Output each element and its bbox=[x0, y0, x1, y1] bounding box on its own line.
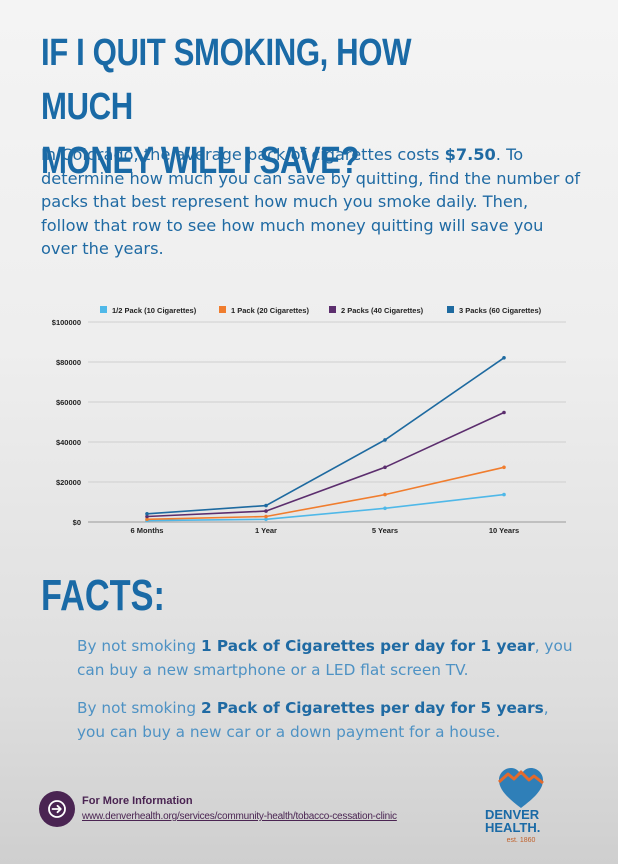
legend-label: 3 Packs (60 Cigarettes) bbox=[459, 306, 542, 315]
chart-legend: 1/2 Pack (10 Cigarettes) 1 Pack (20 Cigar… bbox=[100, 306, 542, 315]
data-point bbox=[502, 492, 506, 497]
intro-price: $7.50 bbox=[444, 145, 496, 164]
y-tick-label: $100000 bbox=[52, 318, 81, 327]
intro-text-before: In Colorado, the average pack of cigaret… bbox=[41, 145, 445, 164]
logo-line-2: HEALTH. bbox=[485, 820, 541, 835]
title-line-1: IF I QUIT SMOKING, HOW MUCH bbox=[41, 32, 412, 128]
x-tick-label: 1 Year bbox=[255, 526, 277, 535]
series-line bbox=[146, 493, 505, 522]
logo-established: est. 1860 bbox=[506, 837, 536, 844]
series-line bbox=[146, 357, 505, 515]
y-tick-label: $20000 bbox=[56, 478, 81, 487]
title-line-2: MONEY WILL I SAVE? bbox=[41, 140, 360, 182]
data-point bbox=[145, 514, 149, 519]
chart-x-axis: 6 Months 1 Year 5 Years 10 Years bbox=[131, 526, 520, 535]
data-point bbox=[383, 438, 387, 442]
data-point bbox=[145, 512, 149, 516]
logo-line-1: DENVER bbox=[485, 807, 540, 822]
intro-text-after: . To determine how much you can save by … bbox=[41, 145, 581, 258]
x-tick-label: 5 Years bbox=[372, 526, 398, 535]
page-title: IF I QUIT SMOKING, HOW MUCH MONEY WILL I… bbox=[41, 26, 500, 188]
fact-2-before: By not smoking bbox=[77, 699, 201, 717]
data-point bbox=[264, 514, 268, 519]
fact-1: By not smoking 1 Pack of Cigarettes per … bbox=[77, 635, 577, 682]
y-tick-label: $40000 bbox=[56, 438, 81, 447]
chart-y-axis: $0 $20000 $40000 $60000 $80000 $100000 bbox=[52, 318, 81, 527]
data-point bbox=[383, 506, 387, 511]
fact-2-bold: 2 Pack of Cigarettes per day for 5 years bbox=[200, 699, 544, 717]
data-point bbox=[502, 465, 506, 470]
data-point bbox=[264, 509, 268, 513]
facts-heading: FACTS: bbox=[41, 571, 165, 620]
arrow-right-icon[interactable] bbox=[39, 791, 75, 827]
series-line bbox=[146, 411, 505, 518]
fact-2: By not smoking 2 Pack of Cigarettes per … bbox=[77, 697, 577, 744]
legend-label: 2 Packs (40 Cigarettes) bbox=[341, 306, 424, 315]
fact-1-before: By not smoking bbox=[77, 637, 201, 655]
intro-paragraph: In Colorado, the average pack of cigaret… bbox=[41, 143, 581, 261]
x-tick-label: 10 Years bbox=[489, 526, 519, 535]
denver-health-logo-icon bbox=[498, 768, 544, 808]
data-point bbox=[383, 492, 387, 497]
y-tick-label: $60000 bbox=[56, 398, 81, 407]
legend-label: 1 Pack (20 Cigarettes) bbox=[231, 306, 309, 315]
y-tick-label: $0 bbox=[73, 518, 81, 527]
data-point bbox=[383, 465, 387, 470]
data-point bbox=[264, 503, 268, 508]
fact-2-after: , you can buy a new car or a down paymen… bbox=[77, 699, 549, 741]
more-info-label: For More Information bbox=[82, 795, 193, 807]
legend-swatch bbox=[219, 306, 226, 313]
fact-1-after: , you can buy a new smartphone or a LED … bbox=[77, 637, 573, 679]
logo-wordmark: DENVER HEALTH. bbox=[485, 808, 565, 834]
legend-swatch bbox=[329, 306, 336, 313]
x-tick-label: 6 Months bbox=[131, 526, 164, 535]
data-point bbox=[264, 517, 268, 522]
data-point bbox=[502, 356, 506, 360]
y-tick-label: $80000 bbox=[56, 358, 81, 367]
more-info-link[interactable]: www.denverhealth.org/services/community-… bbox=[82, 811, 397, 822]
series-line bbox=[146, 466, 505, 521]
data-point bbox=[145, 517, 149, 522]
data-point bbox=[502, 410, 506, 415]
legend-label: 1/2 Pack (10 Cigarettes) bbox=[112, 306, 197, 315]
legend-swatch bbox=[447, 306, 454, 313]
legend-swatch bbox=[100, 306, 107, 313]
chart-gridlines bbox=[88, 321, 566, 523]
chart-series bbox=[145, 356, 506, 523]
fact-1-bold: 1 Pack of Cigarettes per day for 1 year bbox=[200, 637, 535, 655]
savings-line-chart: 1/2 Pack (10 Cigarettes) 1 Pack (20 Cigar… bbox=[52, 306, 566, 535]
